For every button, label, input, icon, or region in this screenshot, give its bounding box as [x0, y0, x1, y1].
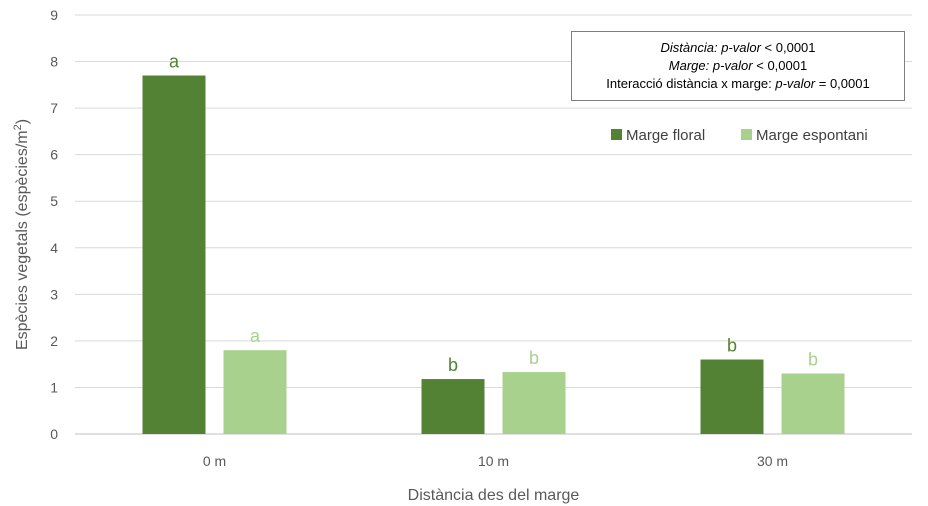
stats-margin-value: < 0,0001 [752, 58, 808, 73]
y-tick-label: 9 [50, 7, 58, 23]
stats-margin-pvalue-label: p-valor [712, 58, 753, 73]
bar-marge-floral-2 [700, 359, 764, 434]
gridlines [75, 14, 912, 435]
y-tick-label: 5 [50, 193, 58, 209]
bar-marge-espontani-1 [502, 372, 566, 434]
significance-letter: b [448, 355, 458, 375]
stats-interaction-pvalue-label: p-valor [775, 76, 816, 91]
x-axis-title: Distància des del marge [408, 487, 580, 504]
stats-interaction-label: Interacció distància x marge: [606, 76, 776, 91]
bar-marge-espontani-0 [223, 350, 287, 434]
stats-line-margin: Marge: p-valor < 0,0001 [669, 57, 807, 75]
significance-letter: b [529, 348, 539, 368]
bar-marge-espontani-2 [781, 373, 845, 434]
legend-swatch [611, 129, 622, 140]
stats-line-interaction: Interacció distància x marge: p-valor = … [606, 75, 869, 93]
stats-distance-pvalue-label: p-valor [721, 40, 761, 55]
x-tick-label: 30 m [757, 453, 788, 469]
y-tick-label: 2 [50, 333, 58, 349]
x-tick-label: 10 m [478, 453, 509, 469]
x-axis-ticks: 0 m 10 m 30 m [203, 453, 788, 469]
y-tick-label: 8 [50, 54, 58, 70]
y-tick-label: 3 [50, 286, 58, 302]
x-tick-label: 0 m [203, 453, 226, 469]
y-tick-label: 7 [50, 100, 58, 116]
significance-letter: a [169, 52, 180, 72]
legend-label: Marge espontani [756, 127, 868, 144]
stats-distance-label: Distància: [660, 40, 718, 55]
bar-marge-floral-0 [142, 75, 206, 435]
stats-interaction-value: = 0,0001 [815, 76, 870, 91]
y-tick-label: 1 [50, 379, 58, 395]
bars [142, 75, 845, 435]
y-tick-label: 0 [50, 426, 58, 442]
bar-marge-floral-1 [421, 379, 485, 434]
y-axis-ticks: 0 1 2 3 4 5 6 7 8 9 [50, 7, 58, 442]
stats-distance-value: < 0,0001 [760, 40, 816, 55]
legend-label: Marge floral [626, 127, 705, 144]
stats-margin-label: Marge: [668, 58, 710, 73]
legend-swatch [741, 129, 752, 140]
significance-letter: b [808, 349, 818, 369]
y-tick-label: 4 [50, 240, 58, 256]
y-tick-label: 6 [50, 147, 58, 163]
stats-line-distance: Distància: p-valor < 0,0001 [660, 39, 815, 57]
significance-letter: b [727, 336, 737, 356]
significance-letter: a [250, 326, 261, 346]
significance-letters: a a b b b b [169, 52, 818, 376]
statistics-box: Distància: p-valor < 0,0001 Marge: p-val… [571, 31, 905, 101]
legend: Marge floral Marge espontani [611, 127, 868, 144]
y-axis-title: Espècies vegetals (espècies/m2) [12, 119, 31, 350]
